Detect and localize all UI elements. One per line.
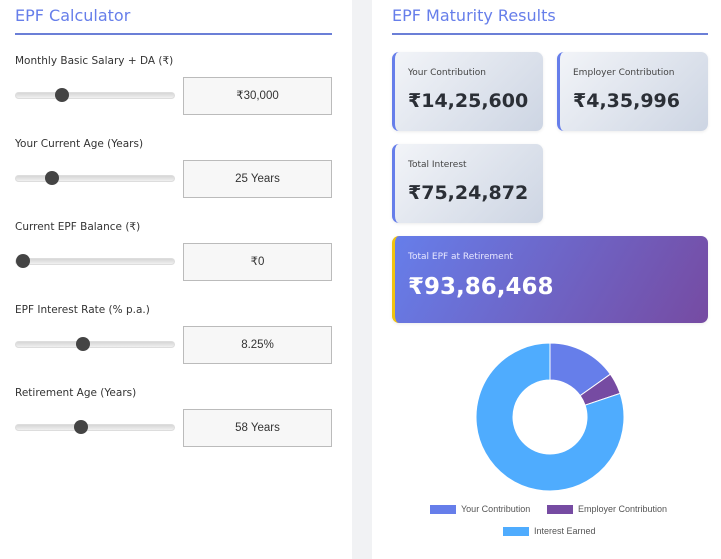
field-slider[interactable]	[15, 337, 175, 351]
epf-doughnut-chart	[475, 342, 625, 492]
legend-label: Employer Contribution	[578, 504, 668, 514]
slider-thumb[interactable]	[74, 420, 89, 434]
slider-thumb[interactable]	[16, 254, 30, 268]
slider-thumb[interactable]	[75, 337, 90, 351]
field-slider[interactable]	[15, 88, 175, 102]
field-label: Retirement Age (Years)	[15, 387, 137, 399]
legend-interest-earned[interactable]: Interest Earned	[503, 526, 596, 536]
field-input[interactable]: ₹0	[183, 243, 332, 281]
field-slider[interactable]	[15, 171, 175, 185]
field-input[interactable]: 25 Years	[183, 160, 332, 198]
field-input[interactable]: ₹30,000	[183, 77, 332, 115]
field-slider[interactable]	[15, 420, 175, 434]
results-title: EPF Maturity Results	[392, 6, 556, 25]
field-label: Your Current Age (Years)	[15, 138, 144, 150]
total-epf-card: Total EPF at Retirement ₹93,86,468	[392, 236, 708, 323]
field-label: Current EPF Balance (₹)	[15, 221, 141, 233]
slider-thumb[interactable]	[45, 171, 60, 185]
calculator-panel: EPF Calculator Monthly Basic Salary + DA…	[0, 0, 352, 559]
legend-your-contribution[interactable]: Your Contribution	[430, 504, 530, 514]
title-divider	[392, 33, 708, 35]
card-value: ₹75,24,872	[408, 182, 529, 204]
legend-swatch	[430, 504, 456, 514]
field-slider[interactable]	[15, 254, 175, 268]
slider-thumb[interactable]	[55, 88, 70, 102]
card-label: Employer Contribution	[573, 68, 675, 78]
legend-label: Your Contribution	[461, 504, 531, 514]
calculator-title: EPF Calculator	[15, 6, 131, 25]
card-value: ₹14,25,600	[408, 90, 529, 112]
legend-label: Interest Earned	[534, 526, 596, 536]
results-panel: EPF Maturity Results Your Contribution ₹1…	[372, 0, 721, 559]
total-interest-card: Total Interest ₹75,24,872	[392, 144, 543, 223]
card-label: Your Contribution	[408, 68, 486, 78]
field-label: Monthly Basic Salary + DA (₹)	[15, 55, 174, 67]
card-value: ₹93,86,468	[408, 274, 554, 300]
field-input[interactable]: 58 Years	[183, 409, 332, 447]
your-contribution-card: Your Contribution ₹14,25,600	[392, 52, 543, 131]
title-divider	[15, 33, 332, 35]
card-value: ₹4,35,996	[573, 90, 680, 112]
card-label: Total EPF at Retirement	[408, 252, 513, 262]
card-label: Total Interest	[408, 160, 467, 170]
field-label: EPF Interest Rate (% p.a.)	[15, 304, 150, 316]
employer-contribution-card: Employer Contribution ₹4,35,996	[557, 52, 708, 131]
legend-swatch	[547, 504, 573, 514]
donut-slice-interest-earned[interactable]	[475, 342, 625, 492]
field-input[interactable]: 8.25%	[183, 326, 332, 364]
legend-swatch	[503, 526, 529, 536]
legend-employer-contribution[interactable]: Employer Contribution	[547, 504, 667, 514]
